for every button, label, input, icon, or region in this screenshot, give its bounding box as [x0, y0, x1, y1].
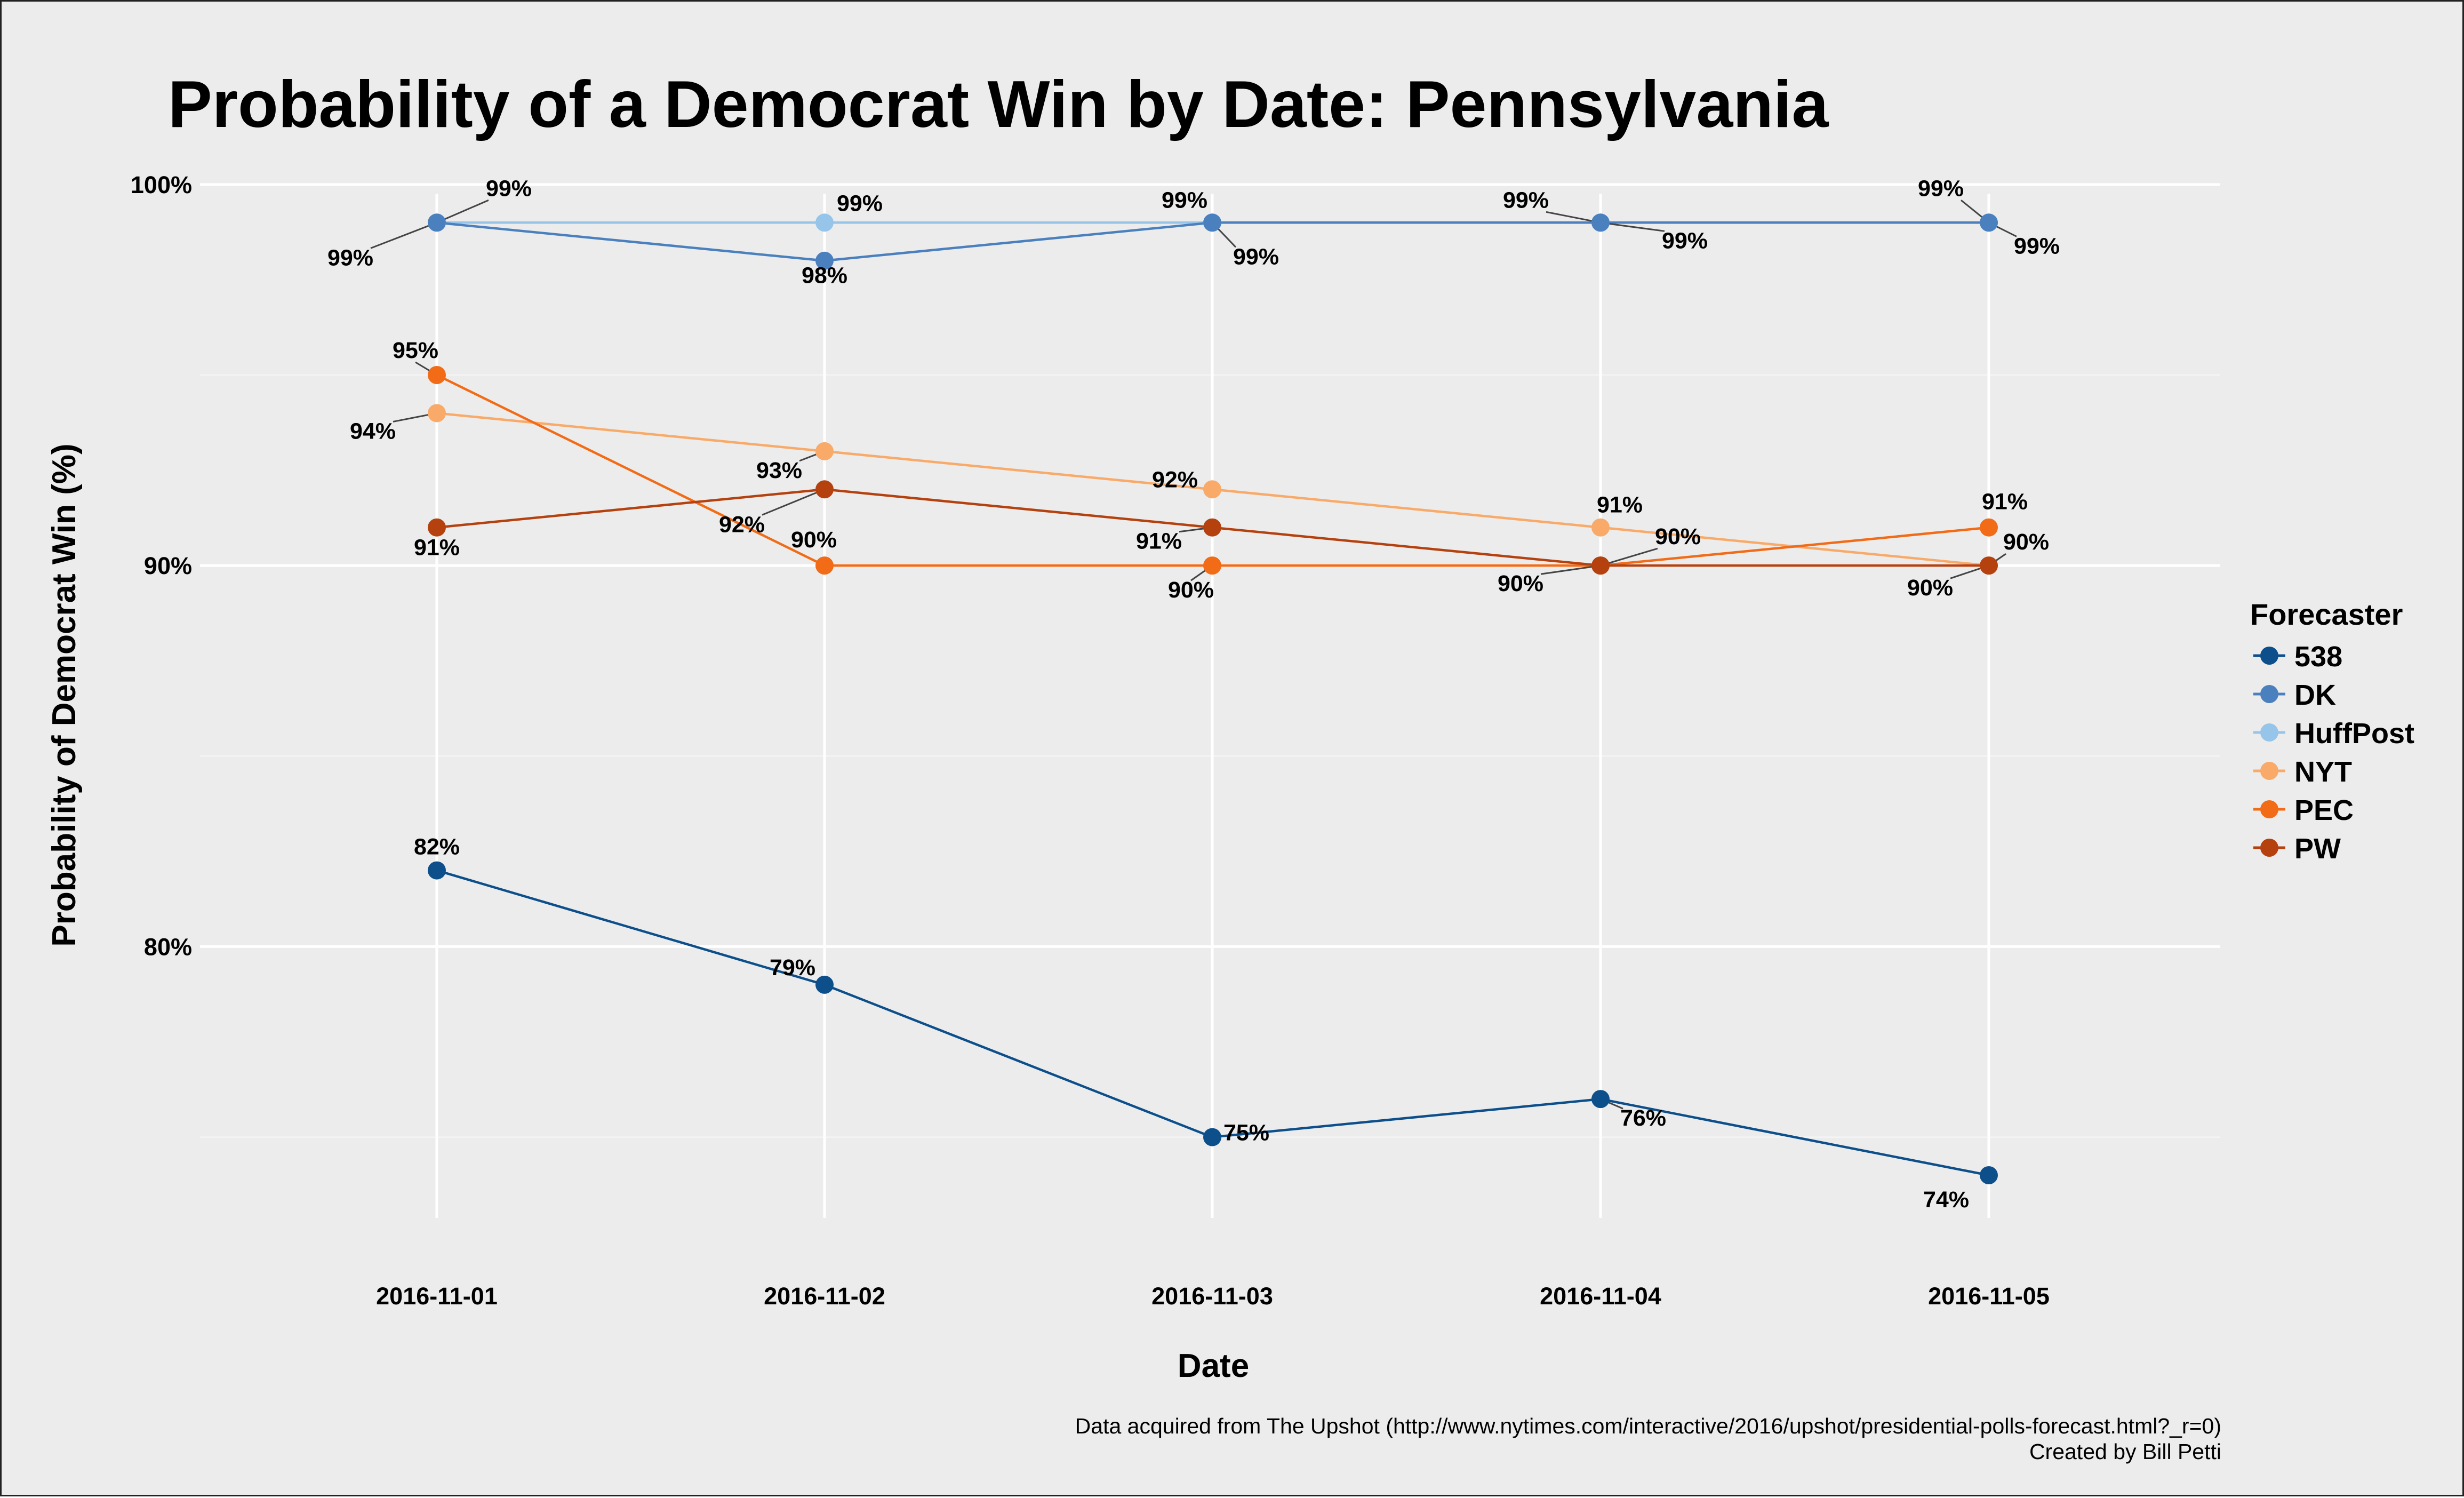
x-tick-label: 2016-11-03: [1151, 1282, 1273, 1310]
data-label-nyt: 92%: [1152, 467, 1198, 492]
data-label-pec: 91%: [1982, 489, 2028, 515]
data-point-nyt: [1203, 480, 1221, 498]
x-tick-label: 2016-11-04: [1540, 1282, 1661, 1310]
data-point-pw: [1591, 556, 1610, 575]
data-label-pec: 95%: [393, 338, 438, 363]
legend-label-pec: PEC: [2294, 794, 2354, 826]
data-label-538: 75%: [1223, 1120, 1269, 1146]
data-point-pw: [1203, 519, 1221, 537]
x-tick-label: 2016-11-05: [1928, 1282, 2050, 1310]
legend-items: 538 DK HuffPost NYT PEC PW: [2253, 641, 2414, 865]
legend-swatch-point: [2260, 647, 2278, 665]
data-label-538: 82%: [414, 834, 460, 860]
data-point-dk: [1591, 213, 1610, 232]
data-label-pw: 90%: [1655, 524, 1701, 549]
data-point-nyt: [815, 442, 834, 460]
data-point-538: [815, 976, 834, 994]
data-label-nyt: 91%: [1597, 492, 1643, 518]
data-point-dk: [1203, 213, 1221, 232]
legend-swatch-point: [2260, 685, 2278, 703]
data-label-huffpost: 99%: [486, 176, 532, 201]
data-label-pec: 90%: [1498, 571, 1543, 596]
legend-swatch-point: [2260, 839, 2278, 857]
data-label-pw: 92%: [719, 512, 765, 537]
data-point-huffpost: [815, 213, 834, 232]
data-point-pec: [428, 366, 446, 384]
data-label-pw: 90%: [2003, 529, 2049, 555]
data-label-huffpost: 99%: [1233, 244, 1279, 269]
data-label-pw: 91%: [414, 535, 460, 561]
data-label-538: 74%: [1923, 1187, 1969, 1213]
data-point-pw: [1980, 556, 1998, 575]
x-tick-label: 2016-11-01: [376, 1282, 498, 1310]
data-label-huffpost: 99%: [837, 190, 883, 216]
data-label-pw: 91%: [1136, 529, 1182, 554]
chart-title: Probability of a Democrat Win by Date: P…: [168, 68, 1829, 141]
data-label-nyt: 90%: [1907, 575, 1953, 601]
data-point-538: [1591, 1090, 1610, 1108]
legend-label-dk: DK: [2294, 679, 2336, 711]
data-label-dk: 99%: [1162, 187, 1207, 213]
data-point-pw: [815, 480, 834, 498]
data-point-nyt: [428, 404, 446, 422]
data-label-huffpost: 99%: [2014, 233, 2060, 259]
data-point-pec: [1980, 519, 1998, 537]
y-axis-ticks: 80% 90% 100%: [131, 171, 192, 961]
data-point-pec: [1203, 556, 1221, 575]
data-point-538: [1203, 1128, 1221, 1146]
plot-background: [200, 162, 2220, 1229]
data-point-nyt: [1591, 519, 1610, 537]
legend-swatch-point: [2260, 723, 2278, 742]
y-tick-label: 80%: [144, 933, 192, 960]
data-point-dk: [1980, 213, 1998, 232]
x-axis-ticks: 2016-11-01 2016-11-02 2016-11-03 2016-11-04…: [376, 1282, 2050, 1310]
data-point-pec: [815, 556, 834, 575]
data-label-538: 76%: [1620, 1105, 1666, 1131]
data-label-538: 79%: [770, 955, 815, 981]
data-label-pec: 90%: [791, 527, 837, 553]
x-axis-title: Date: [1178, 1348, 1249, 1384]
legend-label-538: 538: [2294, 641, 2342, 673]
data-point-538: [1980, 1166, 1998, 1184]
legend-swatch-point: [2260, 800, 2278, 818]
legend-label-huffpost: HuffPost: [2294, 718, 2414, 750]
legend-label-nyt: NYT: [2294, 756, 2352, 788]
data-label-dk: 99%: [1918, 176, 1964, 201]
data-label-dk: 99%: [1503, 187, 1549, 213]
data-label-nyt: 93%: [756, 458, 802, 483]
data-point-538: [428, 862, 446, 880]
plot-area: [200, 162, 2220, 1229]
legend-label-pw: PW: [2294, 833, 2341, 865]
data-label-dk: 99%: [327, 245, 373, 270]
y-tick-label: 100%: [131, 171, 192, 198]
data-label-dk: 98%: [802, 263, 847, 289]
data-label-huffpost: 99%: [1662, 228, 1708, 253]
data-point-dk: [428, 213, 446, 232]
data-label-pec: 90%: [1168, 577, 1214, 603]
caption-source: Data acquired from The Upshot (http://ww…: [1075, 1414, 2221, 1438]
x-tick-label: 2016-11-02: [764, 1282, 885, 1310]
data-point-pw: [428, 519, 446, 537]
data-label-nyt: 94%: [350, 418, 396, 444]
caption-credit: Created by Bill Petti: [2029, 1439, 2221, 1464]
legend-title: Forecaster: [2250, 597, 2403, 631]
y-axis-title: Probability of Democrat Win (%): [46, 443, 83, 946]
y-tick-label: 90%: [144, 552, 192, 579]
legend: Forecaster 538 DK HuffPost NYT PEC PW: [2250, 597, 2414, 865]
legend-swatch-point: [2260, 762, 2278, 780]
